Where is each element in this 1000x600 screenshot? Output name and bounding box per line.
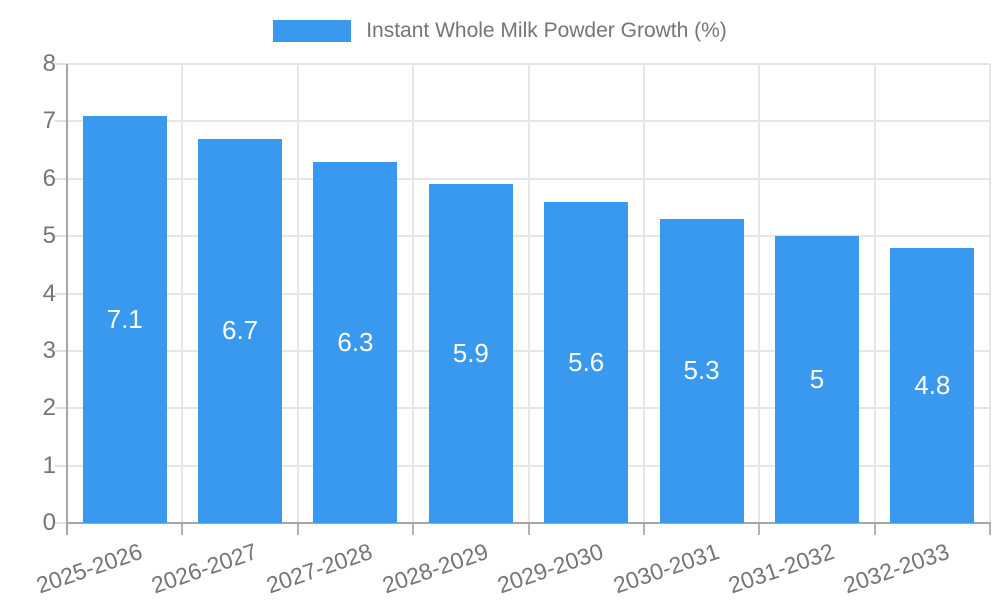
y-tick-label: 3 (42, 336, 56, 364)
x-axis-tick (527, 523, 530, 535)
bar-2027-2028[interactable]: 6.3 (313, 161, 398, 523)
gridline-vertical (527, 64, 530, 523)
y-axis-tick (55, 522, 67, 524)
y-axis-tick (55, 407, 67, 410)
gridline-vertical (181, 64, 184, 523)
x-axis-tick (989, 523, 991, 535)
gridline-vertical (758, 64, 761, 523)
gridline-vertical (989, 64, 991, 523)
bar-2030-2031[interactable]: 5.3 (659, 218, 744, 523)
bar-value-label: 5.3 (683, 355, 720, 386)
bar-2032-2033[interactable]: 4.8 (890, 247, 975, 523)
y-tick-label: 5 (42, 222, 56, 250)
gridline-vertical (296, 64, 299, 523)
y-axis-tick (55, 235, 67, 238)
y-axis-tick (55, 63, 67, 65)
y-axis-tick (55, 464, 67, 467)
bar-2028-2029[interactable]: 5.9 (428, 184, 513, 523)
bar-value-label: 5.6 (568, 346, 605, 377)
x-axis-tick (181, 523, 184, 535)
bar-value-label: 7.1 (106, 303, 143, 334)
x-axis-tick (296, 523, 299, 535)
bar-2026-2027[interactable]: 6.7 (198, 138, 283, 523)
y-axis-tick (55, 292, 67, 295)
bar-value-label: 4.8 (914, 369, 951, 400)
y-tick-label: 6 (42, 164, 56, 192)
y-tick-label: 1 (42, 451, 56, 479)
gridline-vertical (642, 64, 645, 523)
y-axis-line (66, 64, 68, 535)
x-axis-tick (873, 523, 876, 535)
y-tick-label: 2 (42, 394, 56, 422)
bar-value-label: 5.9 (452, 338, 489, 369)
y-tick-label: 4 (42, 279, 56, 307)
y-axis-tick (55, 177, 67, 180)
gridline-vertical (873, 64, 876, 523)
bar-2025-2026[interactable]: 7.1 (82, 115, 167, 523)
bar-value-label: 5 (809, 364, 825, 395)
x-axis-tick (758, 523, 761, 535)
y-tick-label: 7 (42, 107, 56, 135)
legend-swatch (273, 20, 352, 42)
bar-value-label: 6.7 (221, 315, 259, 346)
y-tick-label: 8 (42, 50, 56, 77)
bar-value-label: 6.3 (337, 326, 374, 357)
x-axis-line (66, 522, 991, 524)
bar-2031-2032[interactable]: 5 (774, 236, 859, 523)
x-axis-tick (412, 523, 415, 535)
x-axis-tick (642, 523, 645, 535)
legend-item[interactable]: Instant Whole Milk Powder Growth (%) (0, 18, 1000, 44)
y-tick-label: 0 (42, 509, 56, 536)
y-axis-tick (55, 120, 67, 123)
bar-2029-2030[interactable]: 5.6 (544, 201, 629, 523)
legend-label: Instant Whole Milk Powder Growth (%) (366, 19, 727, 42)
y-axis-tick (55, 349, 67, 352)
gridline-vertical (412, 64, 415, 523)
